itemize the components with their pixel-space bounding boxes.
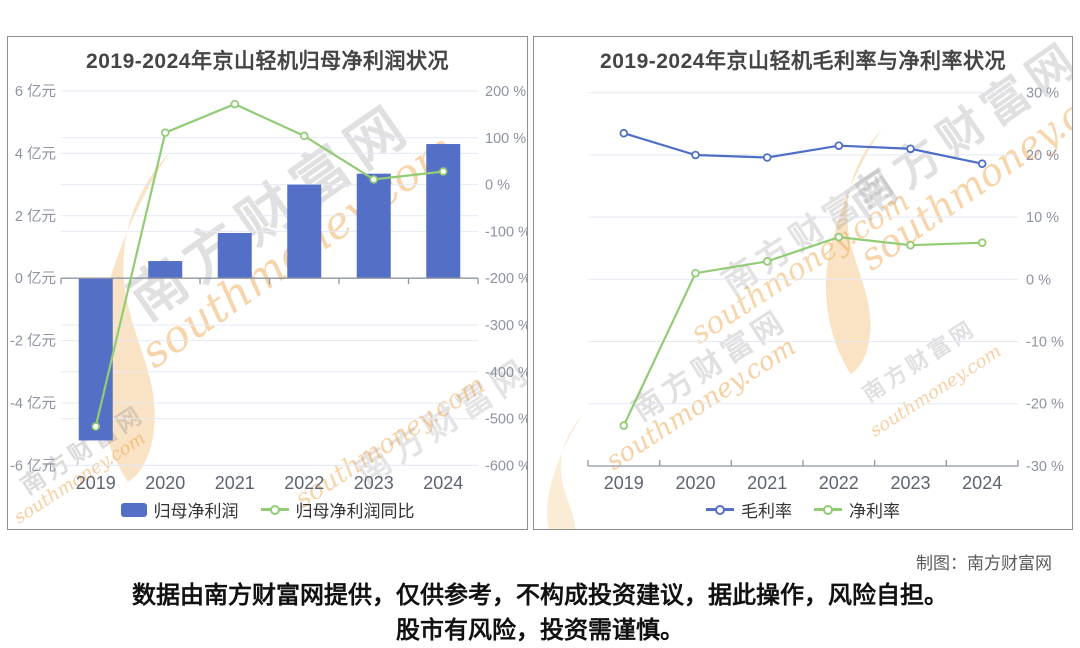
legend-label-net-profit: 归母净利润 xyxy=(153,502,239,521)
yoy-point-2023 xyxy=(369,175,379,184)
gross-margin-point-2020 xyxy=(691,150,700,160)
disclaimer-line1: 数据由南方财富网提供，仅供参考，不构成投资建议，据此操作，风险自担。 xyxy=(132,582,948,609)
net-margin-point-2023 xyxy=(906,240,915,250)
legend-item-gross-margin: 毛利率 xyxy=(706,497,792,522)
margin-chart-panel: 2019-2024年京山轻机毛利率与净利率状况 30 % 20 % 10 % 0 % -… xyxy=(533,36,1073,530)
net-margin-point-2019 xyxy=(619,421,629,430)
bar-2024 xyxy=(426,144,461,279)
svg-text:2 亿元: 2 亿元 xyxy=(15,208,56,225)
yoy-point-2021 xyxy=(230,99,240,109)
gridlines xyxy=(588,92,1018,405)
yoy-point-2019 xyxy=(91,422,100,431)
svg-text:-400 %: -400 % xyxy=(485,365,527,381)
disclaimer-line2: 股市有风险，投资需谨慎。 xyxy=(396,617,684,644)
bar-2022 xyxy=(287,184,322,279)
yoy-point-2024 xyxy=(439,167,448,176)
svg-text:-200 %: -200 % xyxy=(485,271,527,287)
net-profit-chart-title: 2019-2024年京山轻机归母净利润状况 xyxy=(86,50,449,73)
gross-margin-point-2024 xyxy=(977,159,987,169)
svg-text:200 %: 200 % xyxy=(485,84,526,100)
svg-text:2023: 2023 xyxy=(354,473,394,493)
svg-text:-100 %: -100 % xyxy=(485,224,527,240)
svg-text:-300 %: -300 % xyxy=(485,318,527,334)
svg-text:2021: 2021 xyxy=(747,473,787,493)
svg-text:2019: 2019 xyxy=(76,473,116,493)
bar-2021 xyxy=(217,232,252,279)
svg-text:-2 亿元: -2 亿元 xyxy=(10,333,56,350)
svg-text:4 亿元: 4 亿元 xyxy=(15,145,56,162)
svg-text:-4 亿元: -4 亿元 xyxy=(10,395,56,412)
svg-text:2021: 2021 xyxy=(215,473,255,493)
svg-text:20 %: 20 % xyxy=(1026,148,1059,164)
yoy-point-2022 xyxy=(300,131,309,141)
line-swatch-icon xyxy=(814,508,842,511)
yoy-point-2020 xyxy=(161,128,170,137)
svg-text:0 %: 0 % xyxy=(485,178,510,194)
legend-item-net-profit-yoy: 归母净利润同比 xyxy=(260,497,415,522)
net-profit-chart: 6 亿元 4 亿元 2 亿元 0 亿元 -2 亿元 -4 亿元 -6 亿元 200 % 100 … xyxy=(10,83,527,493)
svg-text:-6 亿元: -6 亿元 xyxy=(10,457,56,474)
net-profit-legend: 归母净利润 归母净利润同比 xyxy=(8,497,527,522)
legend-label-net-margin: 净利率 xyxy=(849,502,900,521)
svg-text:2022: 2022 xyxy=(819,473,859,493)
svg-text:2020: 2020 xyxy=(145,473,185,493)
gross-margin-point-2023 xyxy=(906,144,915,154)
margin-legend: 毛利率 净利率 xyxy=(534,497,1072,522)
credit-text: 制图：南方财富网 xyxy=(916,554,1052,573)
svg-text:0 亿元: 0 亿元 xyxy=(15,270,56,287)
legend-item-net-margin: 净利率 xyxy=(814,497,900,522)
net-margin-point-2024 xyxy=(977,238,987,248)
yoy-line xyxy=(94,102,444,427)
gross-margin-line xyxy=(623,132,983,165)
net-margin-point-2021 xyxy=(762,257,772,266)
svg-text:2024: 2024 xyxy=(962,473,1002,493)
svg-text:0 %: 0 % xyxy=(1026,272,1051,288)
disclaimer: 数据由南方财富网提供，仅供参考，不构成投资建议，据此操作，风险自担。 股市有风险… xyxy=(0,578,1080,648)
legend-label-net-profit-yoy: 归母净利润同比 xyxy=(295,502,415,521)
svg-text:2019: 2019 xyxy=(604,473,644,493)
net-margin-point-2020 xyxy=(691,268,700,278)
legend-item-net-profit: 归母净利润 xyxy=(120,497,239,522)
gross-margin-point-2019 xyxy=(619,128,629,138)
svg-text:-10 %: -10 % xyxy=(1026,335,1064,351)
svg-text:2024: 2024 xyxy=(423,473,463,493)
gross-margin-point-2022 xyxy=(834,141,844,150)
svg-text:30 %: 30 % xyxy=(1026,86,1059,102)
svg-text:100 %: 100 % xyxy=(485,131,526,147)
bar-2019 xyxy=(78,278,113,441)
gross-margin-point-2021 xyxy=(762,153,772,162)
legend-label-gross-margin: 毛利率 xyxy=(741,502,792,521)
bar-swatch-icon xyxy=(120,502,147,517)
svg-text:10 %: 10 % xyxy=(1026,210,1059,226)
bar-2020 xyxy=(148,261,183,279)
bar-2023 xyxy=(356,173,391,279)
svg-text:-600 %: -600 % xyxy=(485,458,527,474)
margin-chart: 30 % 20 % 10 % 0 % -10 % -20 % -30 % 2019 2020 20… xyxy=(587,86,1064,493)
net-margin-line xyxy=(622,235,983,427)
net-margin-point-2022 xyxy=(834,232,844,242)
line-swatch-icon xyxy=(706,508,734,511)
svg-text:2022: 2022 xyxy=(284,473,324,493)
net-profit-bars xyxy=(78,144,461,441)
line-swatch-icon xyxy=(260,508,289,511)
svg-text:6 亿元: 6 亿元 xyxy=(15,83,56,100)
svg-text:2023: 2023 xyxy=(890,473,930,493)
svg-text:-20 %: -20 % xyxy=(1026,397,1064,413)
svg-text:2020: 2020 xyxy=(675,473,715,493)
svg-text:-30 %: -30 % xyxy=(1026,459,1064,475)
svg-text:-500 %: -500 % xyxy=(485,412,527,428)
net-profit-chart-panel: 2019-2024年京山轻机归母净利润状况 6 亿元 4 亿元 2 亿元 0 亿元 -2… xyxy=(7,36,528,530)
margin-chart-title: 2019-2024年京山轻机毛利率与净利率状况 xyxy=(600,50,1006,73)
